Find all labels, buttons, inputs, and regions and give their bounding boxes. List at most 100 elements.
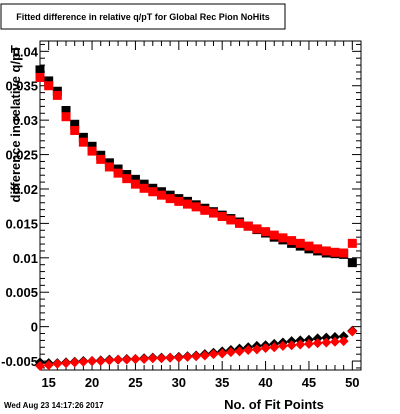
data-point-square xyxy=(339,248,349,258)
data-point-diamond xyxy=(243,345,254,356)
data-point-square xyxy=(44,76,54,86)
data-point-square xyxy=(182,199,192,209)
data-point-square xyxy=(113,168,123,178)
data-point-diamond xyxy=(234,346,245,357)
data-point-square xyxy=(226,215,236,225)
y-tick-label: 0.015 xyxy=(5,216,38,231)
axis-ticks: 15 20 25 30 35 40 45 50 -0.005 0 0.005 0.01 0.015 0.0… xyxy=(1,41,362,390)
data-point-diamond xyxy=(78,356,89,367)
data-point-diamond xyxy=(338,336,349,347)
data-point-square xyxy=(235,218,245,228)
data-point-square xyxy=(191,202,201,212)
data-point-diamond xyxy=(225,347,236,358)
x-tick-label: 15 xyxy=(41,375,55,390)
data-point-diamond xyxy=(199,350,210,361)
data-point-diamond xyxy=(295,339,306,350)
data-point-square xyxy=(304,241,314,251)
data-point-diamond xyxy=(260,342,271,353)
data-point-square xyxy=(52,90,62,100)
data-point-square xyxy=(347,258,357,268)
title-box xyxy=(0,3,286,30)
data-point-diamond xyxy=(182,351,193,362)
data-point-square xyxy=(243,221,253,231)
plot-area xyxy=(39,40,362,371)
data-point-diamond xyxy=(52,358,63,369)
x-tick-label: 20 xyxy=(85,375,99,390)
data-point-square xyxy=(130,174,140,184)
data-point-square xyxy=(61,112,71,122)
x-axis-label: No. of Fit Points xyxy=(224,397,324,412)
y-tick-label: 0.04 xyxy=(13,44,39,59)
data-point-square xyxy=(278,233,288,243)
data-point-square xyxy=(261,227,271,237)
data-point-square xyxy=(44,81,54,91)
data-point-diamond xyxy=(69,357,80,368)
data-point-square xyxy=(165,194,175,204)
data-point-square xyxy=(96,154,106,164)
data-point-diamond xyxy=(147,353,158,364)
data-point-square xyxy=(35,65,45,75)
data-point-diamond xyxy=(165,352,176,363)
data-point-square xyxy=(217,212,227,222)
data-point-diamond xyxy=(286,340,297,351)
x-tick-label: 50 xyxy=(345,375,359,390)
y-tick-label: 0.02 xyxy=(13,182,38,197)
data-point-diamond xyxy=(251,344,262,355)
data-point-square xyxy=(130,179,140,189)
data-point-diamond xyxy=(347,326,358,337)
x-tick-label: 35 xyxy=(215,375,229,390)
chart-title: Fitted difference in relative q/pT for G… xyxy=(16,12,270,22)
data-point-diamond xyxy=(156,353,167,364)
x-tick-label: 40 xyxy=(258,375,272,390)
y-tick-label: 0.03 xyxy=(13,113,38,128)
data-point-diamond xyxy=(121,354,132,365)
data-point-square xyxy=(209,208,219,218)
data-point-diamond xyxy=(321,337,332,348)
data-point-diamond xyxy=(113,354,124,365)
data-point-diamond xyxy=(35,360,45,371)
data-point-square xyxy=(321,246,331,256)
data-point-diamond xyxy=(191,351,202,362)
y-tick-label: 0.01 xyxy=(13,251,38,266)
data-point-diamond xyxy=(329,336,340,347)
data-point-diamond xyxy=(104,355,115,366)
data-point-square xyxy=(78,137,88,147)
data-point-diamond xyxy=(43,360,54,371)
data-point-square xyxy=(139,183,149,193)
data-point-square xyxy=(70,125,80,135)
data-point-square xyxy=(200,205,210,215)
data-point-square xyxy=(347,238,357,248)
data-point-diamond xyxy=(130,353,141,364)
data-point-diamond xyxy=(217,348,228,359)
y-axis-label: difference in relative q/pT xyxy=(8,45,23,203)
x-tick-label: 45 xyxy=(302,375,316,390)
data-point-square xyxy=(156,190,166,200)
y-tick-label: 0.005 xyxy=(5,285,38,300)
data-point-square xyxy=(87,141,97,151)
y-tick-label: 0 xyxy=(31,320,38,335)
data-point-square xyxy=(330,247,340,257)
data-marks xyxy=(35,65,358,371)
data-point-square xyxy=(122,174,132,184)
x-tick-label: 25 xyxy=(128,375,142,390)
data-point-square xyxy=(70,119,80,129)
data-point-square xyxy=(104,162,114,172)
data-point-square xyxy=(148,187,158,197)
y-tick-label: 0.035 xyxy=(5,79,38,94)
timestamp-label: Wed Aug 23 14:17:26 2017 xyxy=(4,401,104,410)
plot-frame xyxy=(39,40,362,371)
data-point-square xyxy=(313,244,323,254)
data-point-square xyxy=(174,196,184,206)
y-tick-label: -0.005 xyxy=(1,354,38,369)
data-point-square xyxy=(78,132,88,142)
data-point-diamond xyxy=(303,338,314,349)
data-point-diamond xyxy=(173,352,184,363)
data-point-diamond xyxy=(269,342,280,353)
data-point-square xyxy=(287,236,297,246)
data-point-square xyxy=(87,146,97,156)
data-point-diamond xyxy=(61,358,72,369)
data-point-diamond xyxy=(208,349,219,360)
y-tick-label: 0.025 xyxy=(5,148,38,163)
